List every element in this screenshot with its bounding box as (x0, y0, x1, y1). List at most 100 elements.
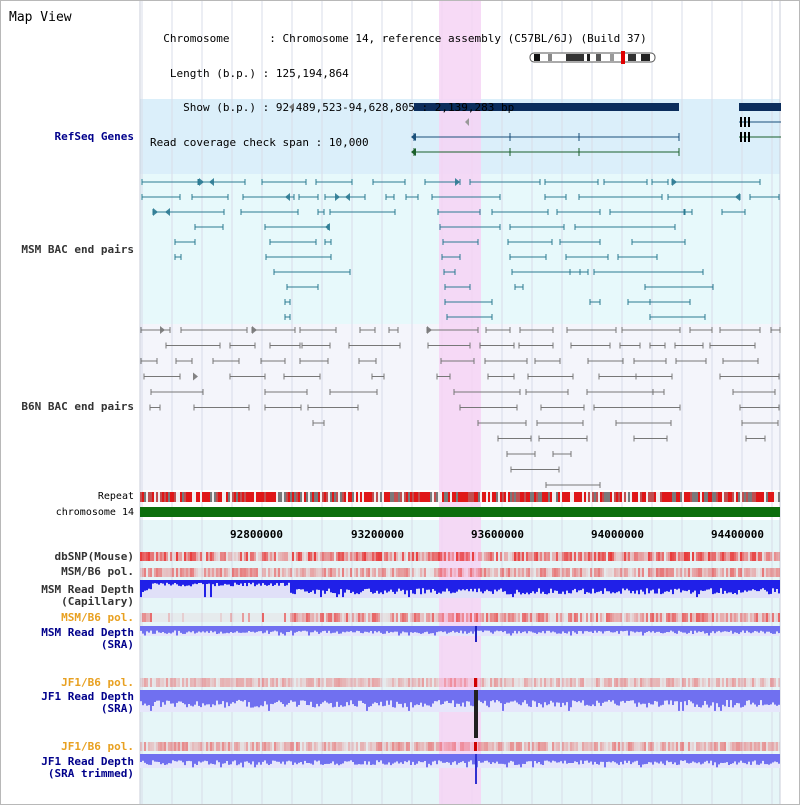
depth-bin (356, 626, 358, 631)
depth-bin (578, 690, 580, 702)
repeat-segment (174, 492, 176, 502)
polymorphism-bin (356, 568, 358, 577)
polymorphism-bin (654, 568, 656, 577)
polymorphism-bin (732, 613, 734, 622)
msm-depth-capillary-label[interactable]: MSM Read Depth (Capillary) (10, 584, 134, 608)
polymorphism-bin (386, 613, 388, 622)
depth-bin (616, 754, 618, 764)
depth-bin (164, 626, 166, 634)
polymorphism-bin (762, 613, 764, 622)
msm-b6-pol-label-1[interactable]: MSM/B6 pol. (61, 565, 134, 578)
jf1-depth-sra-label[interactable]: JF1 Read Depth (SRA) (10, 691, 134, 715)
msm-bac-pairs[interactable] (141, 178, 780, 320)
polymorphism-bin (200, 678, 202, 687)
polymorphism-bin (220, 678, 222, 687)
depth-bin (638, 754, 640, 765)
polymorphism-bin (594, 613, 596, 622)
polymorphism-bin (508, 568, 510, 577)
polymorphism-bin (212, 552, 214, 561)
polymorphism-bin (314, 552, 316, 561)
polymorphism-bin (388, 568, 390, 577)
jf1-depth-trimmed-label[interactable]: JF1 Read Depth (SRA trimmed) (10, 756, 134, 780)
polymorphism-bin (290, 613, 292, 622)
depth-bin (146, 690, 148, 706)
depth-bin (268, 580, 270, 586)
depth-bin (182, 690, 184, 703)
depth-bin (228, 754, 230, 765)
polymorphism-bin (238, 613, 240, 622)
polymorphism-bin (452, 742, 454, 751)
depth-bin (432, 690, 434, 704)
depth-bin (732, 690, 734, 708)
depth-bin (764, 690, 766, 705)
chromosome-ideogram[interactable] (529, 51, 656, 64)
polymorphism-bin (494, 678, 496, 687)
polymorphism-bin (618, 552, 620, 561)
depth-bin (636, 580, 638, 591)
polymorphism-bin (306, 552, 308, 561)
repeat-segment (442, 492, 444, 502)
depth-bin (622, 626, 624, 632)
polymorphism-bin (214, 742, 216, 751)
polymorphism-bin (322, 568, 324, 577)
msm-bac-track-label[interactable]: MSM BAC end pairs (21, 243, 134, 256)
depth-bin (496, 580, 498, 592)
depth-bin (444, 754, 446, 763)
depth-bin (624, 580, 626, 591)
msm-b6-pol-label-2[interactable]: MSM/B6 pol. (61, 611, 134, 624)
polymorphism-bin (172, 613, 174, 622)
polymorphism-bin (178, 568, 180, 577)
depth-bin (226, 754, 228, 761)
jf1-b6-pol-label-1[interactable]: JF1/B6 pol. (61, 676, 134, 689)
depth-bin (180, 754, 182, 761)
polymorphism-bin (614, 742, 616, 751)
msm-depth-sra-label[interactable]: MSM Read Depth (SRA) (10, 627, 134, 651)
polymorphism-bin (396, 613, 398, 622)
polymorphism-bin (692, 568, 694, 577)
bac-end-marker (455, 178, 460, 186)
depth-bin (514, 754, 516, 765)
depth-bin (190, 690, 192, 706)
depth-bin (734, 754, 736, 762)
b6n-bac-pairs[interactable] (140, 326, 781, 488)
polymorphism-bin (568, 742, 570, 751)
depth-bin (720, 754, 722, 763)
polymorphism-bin (310, 552, 312, 561)
refseq-genes[interactable] (289, 103, 781, 156)
polymorphism-bin (620, 552, 622, 561)
polymorphism-bin (244, 552, 246, 561)
depth-bin (442, 580, 444, 592)
polymorphism-bin (182, 678, 184, 687)
polymorphism-bin (442, 568, 444, 577)
polymorphism-bin (754, 568, 756, 577)
polymorphism-bin (548, 552, 550, 561)
polymorphism-bin (360, 552, 362, 561)
dbsnp-track-label[interactable]: dbSNP(Mouse) (54, 550, 134, 563)
depth-bin (360, 690, 362, 701)
depth-bin (228, 580, 230, 585)
polymorphism-bin (550, 568, 552, 577)
polymorphism-bin (726, 568, 728, 577)
polymorphism-bin (326, 613, 328, 622)
polymorphism-bin (196, 678, 198, 687)
refseq-track-label[interactable]: RefSeq Genes (54, 130, 134, 143)
gene-arrow (411, 133, 416, 141)
polymorphism-bin (496, 613, 498, 622)
repeat-segment (512, 492, 514, 502)
polymorphism-bin (176, 568, 178, 577)
repeat-segment (322, 492, 324, 502)
b6n-bac-track-label[interactable]: B6N BAC end pairs (21, 400, 134, 413)
depth-bin (256, 754, 258, 765)
depth-bin (462, 690, 464, 703)
repeat-segment (320, 492, 322, 502)
polymorphism-bin (536, 742, 538, 751)
depth-bin (226, 580, 228, 585)
polymorphism-bin (154, 613, 156, 622)
polymorphism-bin (306, 613, 308, 622)
jf1-b6-pol-label-2[interactable]: JF1/B6 pol. (61, 740, 134, 753)
selection-highlight[interactable] (439, 0, 481, 805)
depth-bin (606, 626, 608, 631)
polymorphism-bin (308, 678, 310, 687)
depth-bin (652, 690, 654, 705)
depth-bin (764, 754, 766, 765)
